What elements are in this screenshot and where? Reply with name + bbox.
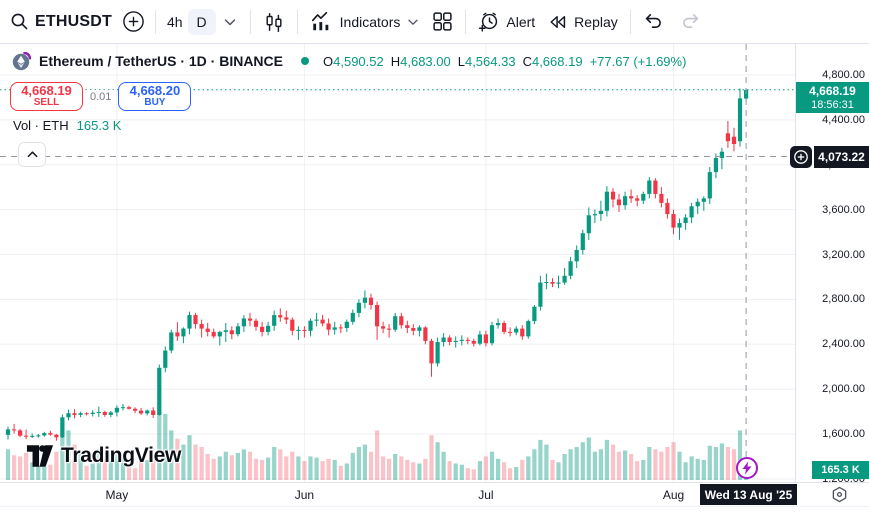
open-value: 4,590.52 xyxy=(333,53,384,69)
timeframe-dropdown-chevron-icon[interactable] xyxy=(222,14,238,30)
price-axis-label: 4,400.00 xyxy=(822,113,865,126)
time-axis-label: Jul xyxy=(478,488,494,502)
toolbar-divider xyxy=(249,9,251,34)
toolbar-divider xyxy=(465,9,467,34)
replay-button[interactable]: Replay xyxy=(541,6,624,38)
price-axis-label: 2,000.00 xyxy=(822,383,865,396)
sell-label: SELL xyxy=(33,97,60,109)
last-price-badge[interactable]: 4,668.19 18:56:31 xyxy=(796,81,869,113)
price-axis-label: 4,800.00 xyxy=(822,69,865,81)
instant-trading-button[interactable] xyxy=(736,457,758,479)
lightning-bolt-icon xyxy=(742,461,752,475)
redo-icon[interactable] xyxy=(674,6,707,38)
chevron-up-icon xyxy=(27,151,37,158)
toolbar-divider xyxy=(629,9,631,34)
chart-legend[interactable]: Ethereum / TetherUS · 1D · BINANCE O4,59… xyxy=(12,48,686,74)
toolbar-divider xyxy=(154,9,156,34)
chart-type-candles-icon[interactable] xyxy=(257,6,291,38)
indicators-label: Indicators xyxy=(339,13,401,30)
market-status-dot-icon[interactable] xyxy=(301,57,309,65)
plus-circle-icon xyxy=(794,150,808,164)
sell-button[interactable]: 4,668.19 SELL xyxy=(10,82,83,111)
volume-axis-badge: 165.3 K xyxy=(812,461,869,479)
symbol-search-button[interactable]: ETHUSDT xyxy=(29,6,118,38)
time-axis-label: May xyxy=(105,488,129,502)
symbol-name: ETHUSDT xyxy=(35,12,112,30)
search-icon[interactable] xyxy=(10,12,29,31)
spread-value: 0.01 xyxy=(86,89,116,104)
crosshair-price-badge: 4,073.22 xyxy=(814,146,869,168)
replay-rewind-icon xyxy=(547,12,568,32)
volume-study-value: 165.3 K xyxy=(76,118,122,133)
alert-button[interactable]: Alert xyxy=(472,6,541,38)
time-axis[interactable]: Wed 13 Aug '25 May Jun Jul Aug xyxy=(0,482,869,506)
time-axis-label: Aug xyxy=(662,488,685,502)
undo-icon[interactable] xyxy=(637,6,670,38)
crosshair-add-alert-button[interactable] xyxy=(790,146,812,168)
candlestick-chart[interactable] xyxy=(0,44,869,520)
indicators-icon xyxy=(310,11,334,32)
tradingview-logo[interactable]: TradingView xyxy=(26,444,181,468)
tradingview-wordmark: TradingView xyxy=(61,444,182,467)
bottom-strip xyxy=(0,506,869,520)
top-toolbar: ETHUSDT 4h D Indicators xyxy=(0,0,869,44)
chart-pane: Ethereum / TetherUS · 1D · BINANCE O4,59… xyxy=(0,44,869,520)
alert-clock-icon xyxy=(478,11,500,33)
last-price-value: 4,668.19 xyxy=(809,83,856,98)
alert-label: Alert xyxy=(506,13,536,30)
toolbar-divider xyxy=(296,9,298,34)
low-value: 4,564.33 xyxy=(464,53,516,69)
price-axis-label: 1,600.00 xyxy=(822,428,865,440)
volume-study-row[interactable]: Vol · ETH 165.3 K xyxy=(13,118,121,133)
timeframe-daily-button[interactable]: D xyxy=(187,8,216,35)
indicators-button[interactable]: Indicators xyxy=(304,6,427,38)
bar-countdown: 18:56:31 xyxy=(811,98,854,111)
price-axis-label: 2,800.00 xyxy=(822,293,865,306)
ethereum-logo-icon xyxy=(12,51,31,70)
crosshair-date-badge: Wed 13 Aug '25 xyxy=(700,484,797,505)
volume-study-label: Vol · ETH xyxy=(13,118,69,133)
sell-price: 4,668.19 xyxy=(21,83,72,99)
timeframe-4h-button[interactable]: 4h xyxy=(166,13,183,30)
order-panel: 4,668.19 SELL 0.01 4,668.20 BUY xyxy=(10,82,192,111)
high-value: 4,683.00 xyxy=(400,53,451,69)
candles-layer xyxy=(5,88,749,441)
axis-settings-gear-icon[interactable] xyxy=(831,486,848,508)
volume-bars-layer xyxy=(5,406,749,480)
price-axis[interactable]: 4,800.004,400.004,000.003,600.003,200.00… xyxy=(795,44,869,485)
collapse-legend-button[interactable] xyxy=(18,142,46,167)
buy-price: 4,668.20 xyxy=(129,83,181,99)
symbol-title: Ethereum / TetherUS · 1D · BINANCE xyxy=(39,53,283,69)
buy-button[interactable]: 4,668.20 BUY xyxy=(118,82,192,111)
tradingview-mark-icon xyxy=(26,445,54,467)
close-value: 4,668.19 xyxy=(531,53,583,69)
buy-label: BUY xyxy=(144,97,166,109)
time-axis-label: Jun xyxy=(294,488,315,502)
price-axis-label: 2,400.00 xyxy=(822,338,865,351)
price-axis-label: 3,600.00 xyxy=(822,203,865,216)
compare-add-icon[interactable] xyxy=(122,10,145,33)
change-value: +77.67 (+1.69%) xyxy=(589,53,687,69)
indicators-dropdown-chevron-icon xyxy=(406,15,420,29)
price-axis-label: 3,200.00 xyxy=(822,248,865,261)
layout-grid-icon[interactable] xyxy=(426,6,459,38)
replay-label: Replay xyxy=(574,13,618,30)
ohlc-values: O4,590.52 H4,683.00 L4,564.33 C4,668.19 … xyxy=(323,53,687,69)
